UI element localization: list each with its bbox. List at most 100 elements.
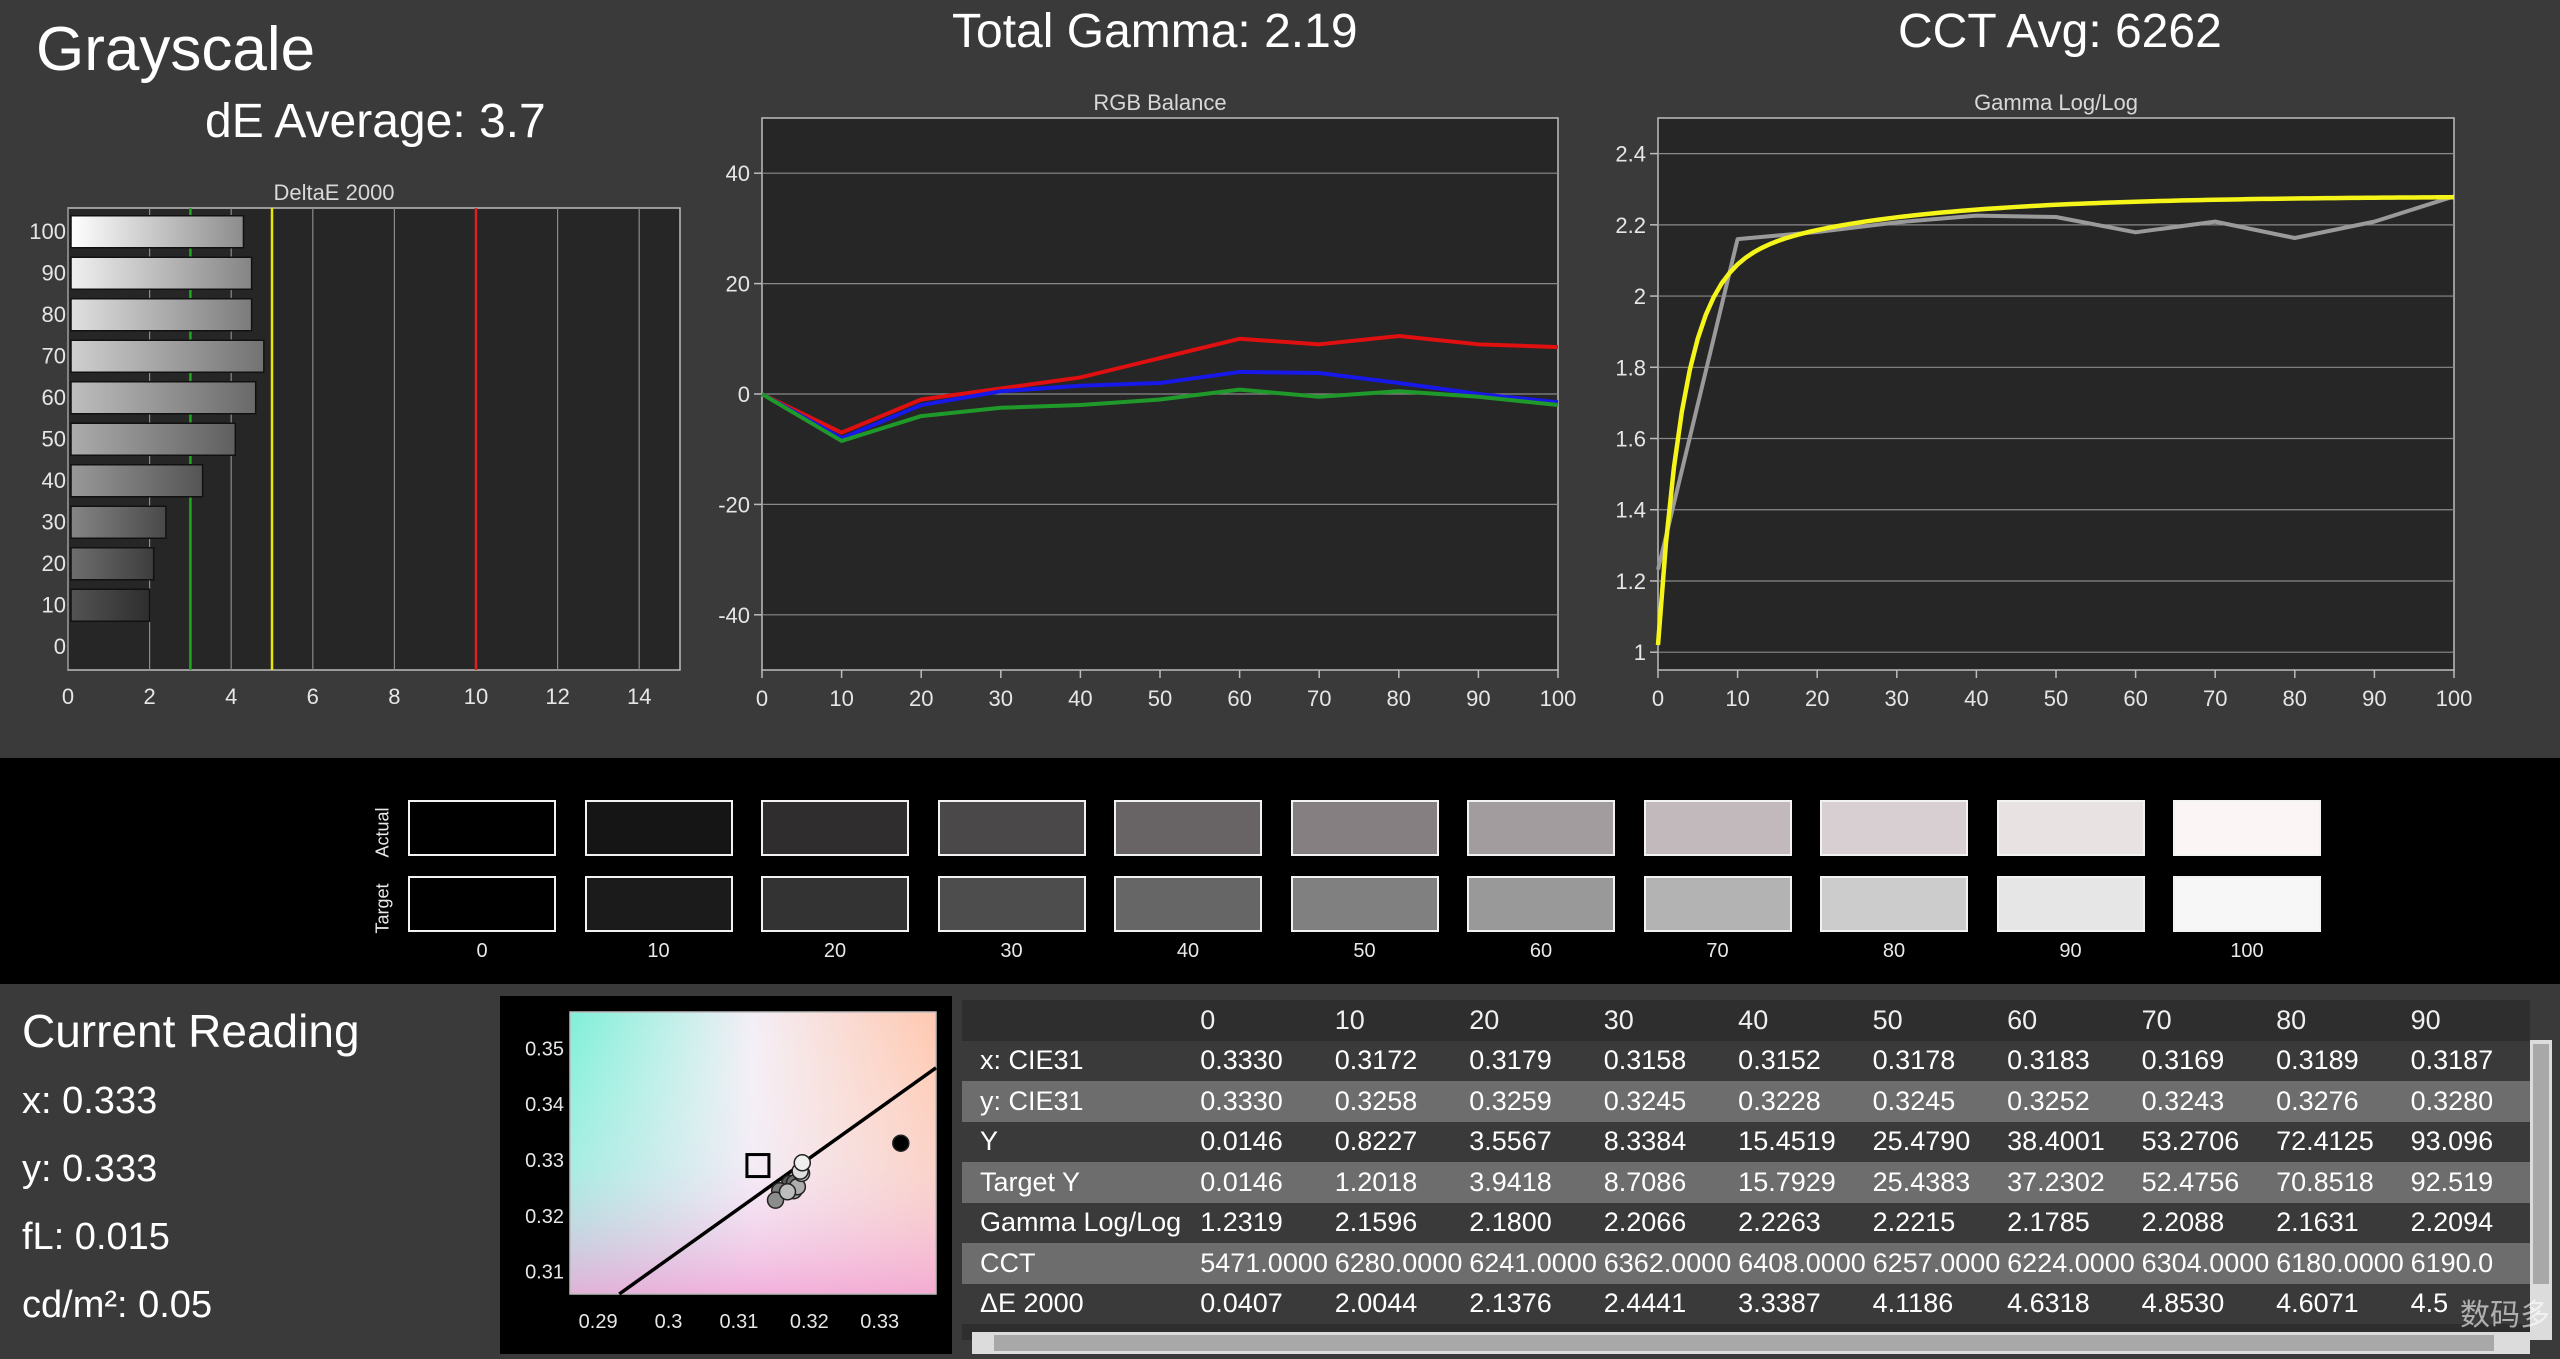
gamma-target-curve (1655, 194, 2455, 646)
y-tick-label: 1.2 (1615, 569, 1646, 594)
y-tick-label: 50 (42, 426, 66, 451)
x-tick-label: 30 (989, 686, 1013, 711)
table-cell: 25.4790 (1872, 1121, 2008, 1162)
target-swatch (584, 876, 733, 932)
target-swatch (1996, 876, 2145, 932)
rgb-series-line (760, 387, 1559, 443)
table-cell: 8.7086 (1603, 1162, 1739, 1203)
delta-e-bar (70, 422, 237, 456)
table-cell: 2.2088 (2141, 1202, 2277, 1243)
cie-chromaticity-chart: 0.35 0.34 0.33 0.32 0.31 0.29 0.3 0.31 0.32 0.33 (525, 1011, 938, 1333)
table-cell: 4.1186 (1872, 1283, 2008, 1324)
column-header: 0 (1200, 1000, 1335, 1041)
y-tick-label: -20 (718, 492, 750, 517)
actual-swatch (584, 800, 733, 856)
y-tick-label: 100 (29, 219, 66, 244)
table-cell: 4.6318 (2007, 1283, 2142, 1324)
table-cell: 2.1631 (2276, 1202, 2411, 1243)
row-label: ΔE 2000 (962, 1283, 1201, 1324)
table-cell: 6408.0000 (1738, 1243, 1873, 1284)
delta-e-bar (70, 505, 167, 539)
x-tick-label: 60 (2123, 686, 2147, 711)
column-header: 40 (1738, 1000, 1873, 1041)
swatch-level-label: 30 (1000, 940, 1023, 962)
swatch-level-label: 10 (647, 940, 670, 962)
vertical-scroll-thumb[interactable] (2533, 1044, 2549, 1284)
column-header: 70 (2141, 1000, 2277, 1041)
reading-x: x: 0.333 (22, 1080, 158, 1122)
target-swatch (1643, 876, 1792, 932)
table-cell: 2.1785 (2007, 1202, 2142, 1243)
chart-title: Gamma Log/Log (1974, 90, 2138, 115)
chart-title: RGB Balance (1093, 90, 1226, 115)
actual-swatch (761, 800, 909, 856)
table-cell: 0.3245 (1603, 1081, 1739, 1122)
swatch-level-label: 80 (1882, 940, 1906, 962)
x-tick-label: 20 (909, 686, 933, 711)
plot-area (1657, 117, 2455, 671)
rgb-balance-chart: RGB Balance 40 20 0 -20 -40 0 10 20 30 40 50 60 70 80 9… (718, 90, 1577, 711)
x-tick-label: 0.32 (790, 1311, 829, 1333)
x-tick-label: 0 (756, 686, 768, 711)
x-tick-label: 12 (545, 684, 569, 709)
table-cell: 2.2094 (2410, 1202, 2530, 1243)
table-cell: 70.8518 (2276, 1162, 2411, 1203)
table-cell: 2.2263 (1738, 1202, 1873, 1243)
actual-swatch (1996, 800, 2145, 856)
horizontal-scroll-thumb[interactable] (994, 1335, 2494, 1351)
table-cell: 0.3228 (1738, 1081, 1873, 1122)
table-cell: 0.3258 (1334, 1081, 1470, 1122)
target-swatch (1290, 876, 1439, 932)
y-tick-label: 0 (54, 634, 66, 659)
swatch-level-label: 20 (823, 940, 847, 962)
x-tick-label: 100 (1540, 686, 1577, 711)
table-cell: 8.3384 (1603, 1121, 1739, 1162)
table-cell: 25.4383 (1872, 1162, 2008, 1203)
x-tick-label: 70 (2203, 686, 2227, 711)
table-cell: 0.0146 (1200, 1162, 1335, 1203)
planckian-locus (618, 1066, 938, 1296)
table-cell: 0.3243 (2141, 1081, 2277, 1122)
actual-swatch (1467, 800, 1615, 856)
vertical-scrollbar[interactable] (2530, 1040, 2552, 1340)
swatch-level-label: 0 (476, 940, 488, 962)
column-header: 90 (2410, 1000, 2530, 1041)
table-cell: 6190.0 (2410, 1243, 2530, 1284)
x-tick-label: 0.3 (655, 1311, 683, 1333)
table-cell: 0.3152 (1738, 1040, 1873, 1081)
horizontal-scrollbar[interactable] (972, 1332, 2530, 1354)
x-tick-label: 70 (1307, 686, 1331, 711)
reading-fl: fL: 0.015 (22, 1216, 170, 1258)
table-cell: 0.3179 (1469, 1040, 1604, 1081)
y-tick-label: 0 (738, 382, 750, 407)
x-tick-label: 40 (1068, 686, 1092, 711)
table-cell: 52.4756 (2141, 1162, 2277, 1203)
table-cell: 0.3259 (1469, 1081, 1604, 1122)
swatch-level-label: 40 (1176, 940, 1200, 962)
y-tick-label: 2.2 (1615, 213, 1646, 238)
column-header: 20 (1469, 1000, 1604, 1041)
column-header: 10 (1334, 1000, 1470, 1041)
row-label: Target Y (962, 1162, 1201, 1203)
delta-e-bar (70, 547, 155, 581)
target-swatch (937, 876, 1086, 932)
cct-avg-label: CCT Avg: 6262 (1898, 5, 2222, 58)
table-cell: 93.096 (2410, 1121, 2530, 1162)
table-row: x: CIE31 0.3330 0.3172 0.3179 0.3158 0.3152 0.… (962, 1040, 2530, 1081)
table-cell: 53.2706 (2141, 1121, 2277, 1162)
table-cell: 2.1376 (1469, 1283, 1604, 1324)
table-cell: 4.5 (2410, 1283, 2530, 1324)
target-whitepoint-marker (745, 1153, 771, 1179)
measurement-table: 0 10 20 30 40 50 60 70 80 90 x: CIE31 0.3330 0.3172 0… (962, 1000, 2530, 1340)
x-tick-label: 50 (1148, 686, 1172, 711)
table-cell: 0.3187 (2410, 1040, 2530, 1081)
delta-e-bar (70, 588, 151, 622)
actual-swatch (2173, 800, 2321, 856)
table-cell: 0.3189 (2276, 1040, 2411, 1081)
table-cell: 4.8530 (2141, 1283, 2277, 1324)
table-row: Y 0.0146 0.8227 3.5567 8.3384 15.4519 25.4790 3… (962, 1121, 2530, 1162)
actual-swatch (1114, 800, 1262, 856)
table-cell: 0.3280 (2410, 1081, 2530, 1122)
total-gamma-label: Total Gamma: 2.19 (952, 5, 1358, 58)
